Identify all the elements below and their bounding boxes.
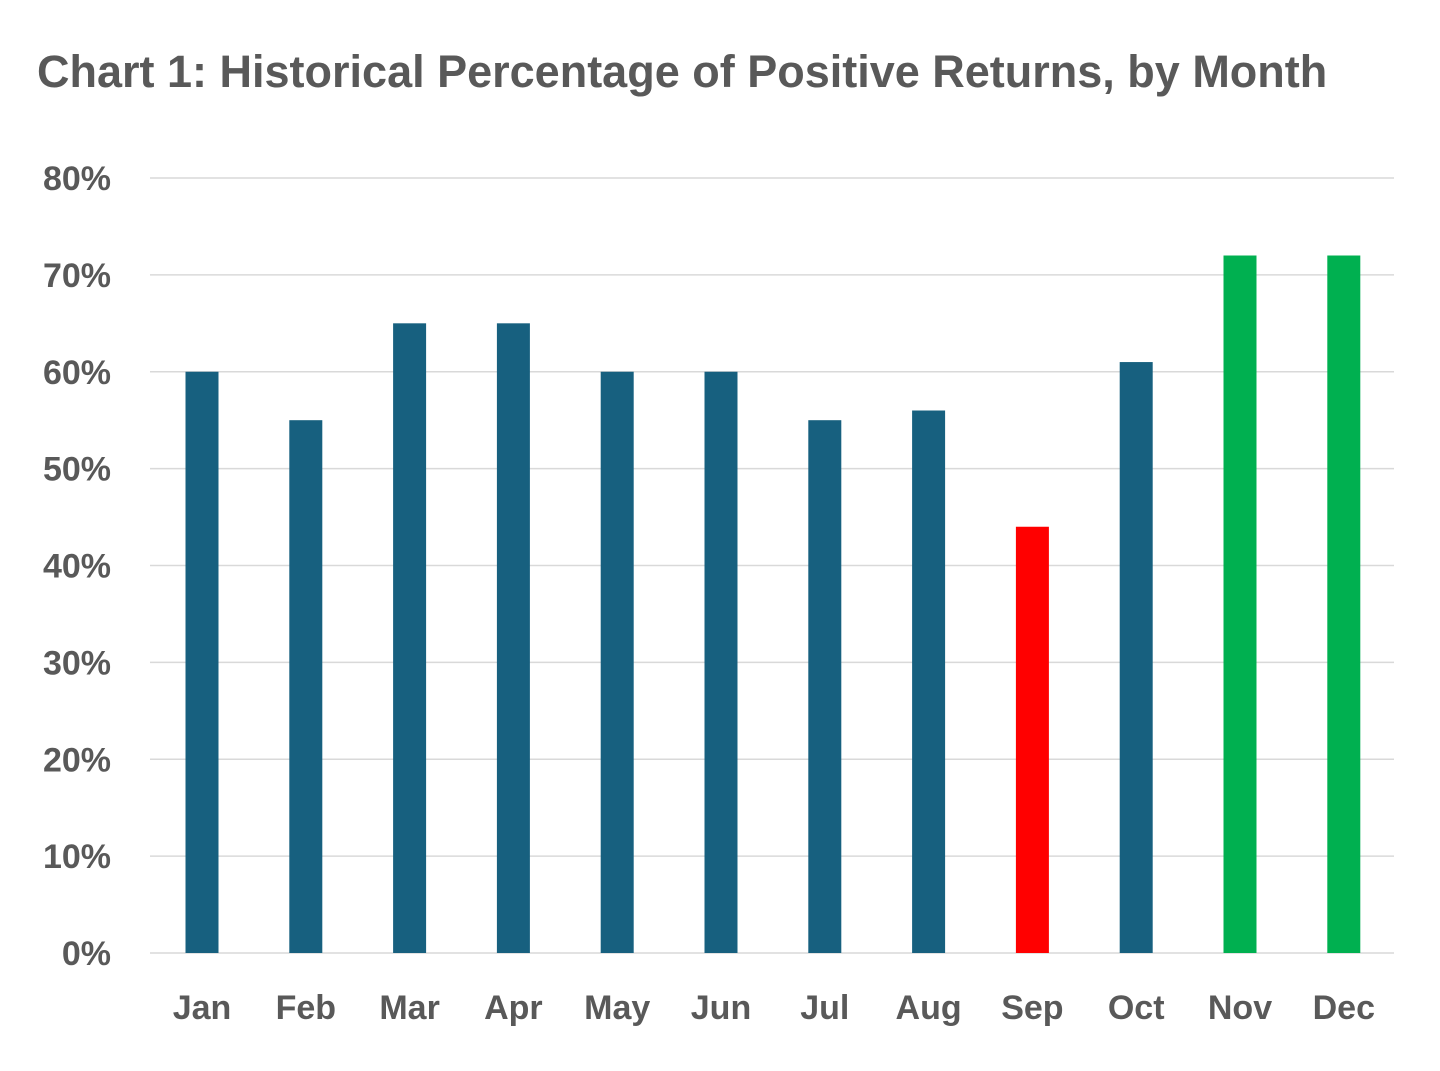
x-axis-tick-labels: Jan Feb Mar Apr May Jun Jul Aug Sep Oct Nov Dec xyxy=(173,989,1375,1027)
x-tick-label: Jan xyxy=(173,989,232,1027)
x-tick-label: Jul xyxy=(800,989,849,1027)
bar-aug xyxy=(912,410,946,953)
bars xyxy=(185,255,1361,953)
y-tick-label: 0% xyxy=(62,935,111,973)
bar-sep xyxy=(1015,526,1049,953)
x-tick-label: Nov xyxy=(1208,989,1272,1027)
y-tick-label: 50% xyxy=(43,451,111,489)
bar-jan xyxy=(185,371,219,953)
bar-may xyxy=(600,371,634,953)
x-tick-label: May xyxy=(584,989,650,1027)
x-tick-label: Sep xyxy=(1001,989,1063,1027)
x-tick-label: Feb xyxy=(276,989,336,1027)
bar-mar xyxy=(393,323,427,953)
bar-jun xyxy=(704,371,738,953)
y-tick-label: 60% xyxy=(43,354,111,392)
bar-oct xyxy=(1119,362,1153,953)
y-axis-tick-labels: 0% 10% 20% 30% 40% 50% 60% 70% 80% xyxy=(43,160,111,973)
y-tick-label: 70% xyxy=(43,257,111,295)
y-tick-label: 10% xyxy=(43,838,111,876)
bar-dec xyxy=(1327,255,1361,953)
gridlines xyxy=(150,177,1394,954)
y-tick-label: 40% xyxy=(43,548,111,586)
x-tick-label: Oct xyxy=(1108,989,1165,1027)
x-tick-label: Aug xyxy=(896,989,962,1027)
y-tick-label: 30% xyxy=(43,644,111,682)
x-tick-label: Apr xyxy=(484,989,543,1027)
chart-title: Chart 1: Historical Percentage of Positi… xyxy=(37,46,1328,97)
y-tick-label: 20% xyxy=(43,741,111,779)
bar-feb xyxy=(289,420,323,953)
x-tick-label: Mar xyxy=(379,989,439,1027)
x-tick-label: Jun xyxy=(691,989,751,1027)
x-tick-label: Dec xyxy=(1313,989,1375,1027)
y-tick-label: 80% xyxy=(43,160,111,198)
bar-jul xyxy=(808,420,842,953)
bar-apr xyxy=(496,323,530,953)
bar-nov xyxy=(1223,255,1257,953)
